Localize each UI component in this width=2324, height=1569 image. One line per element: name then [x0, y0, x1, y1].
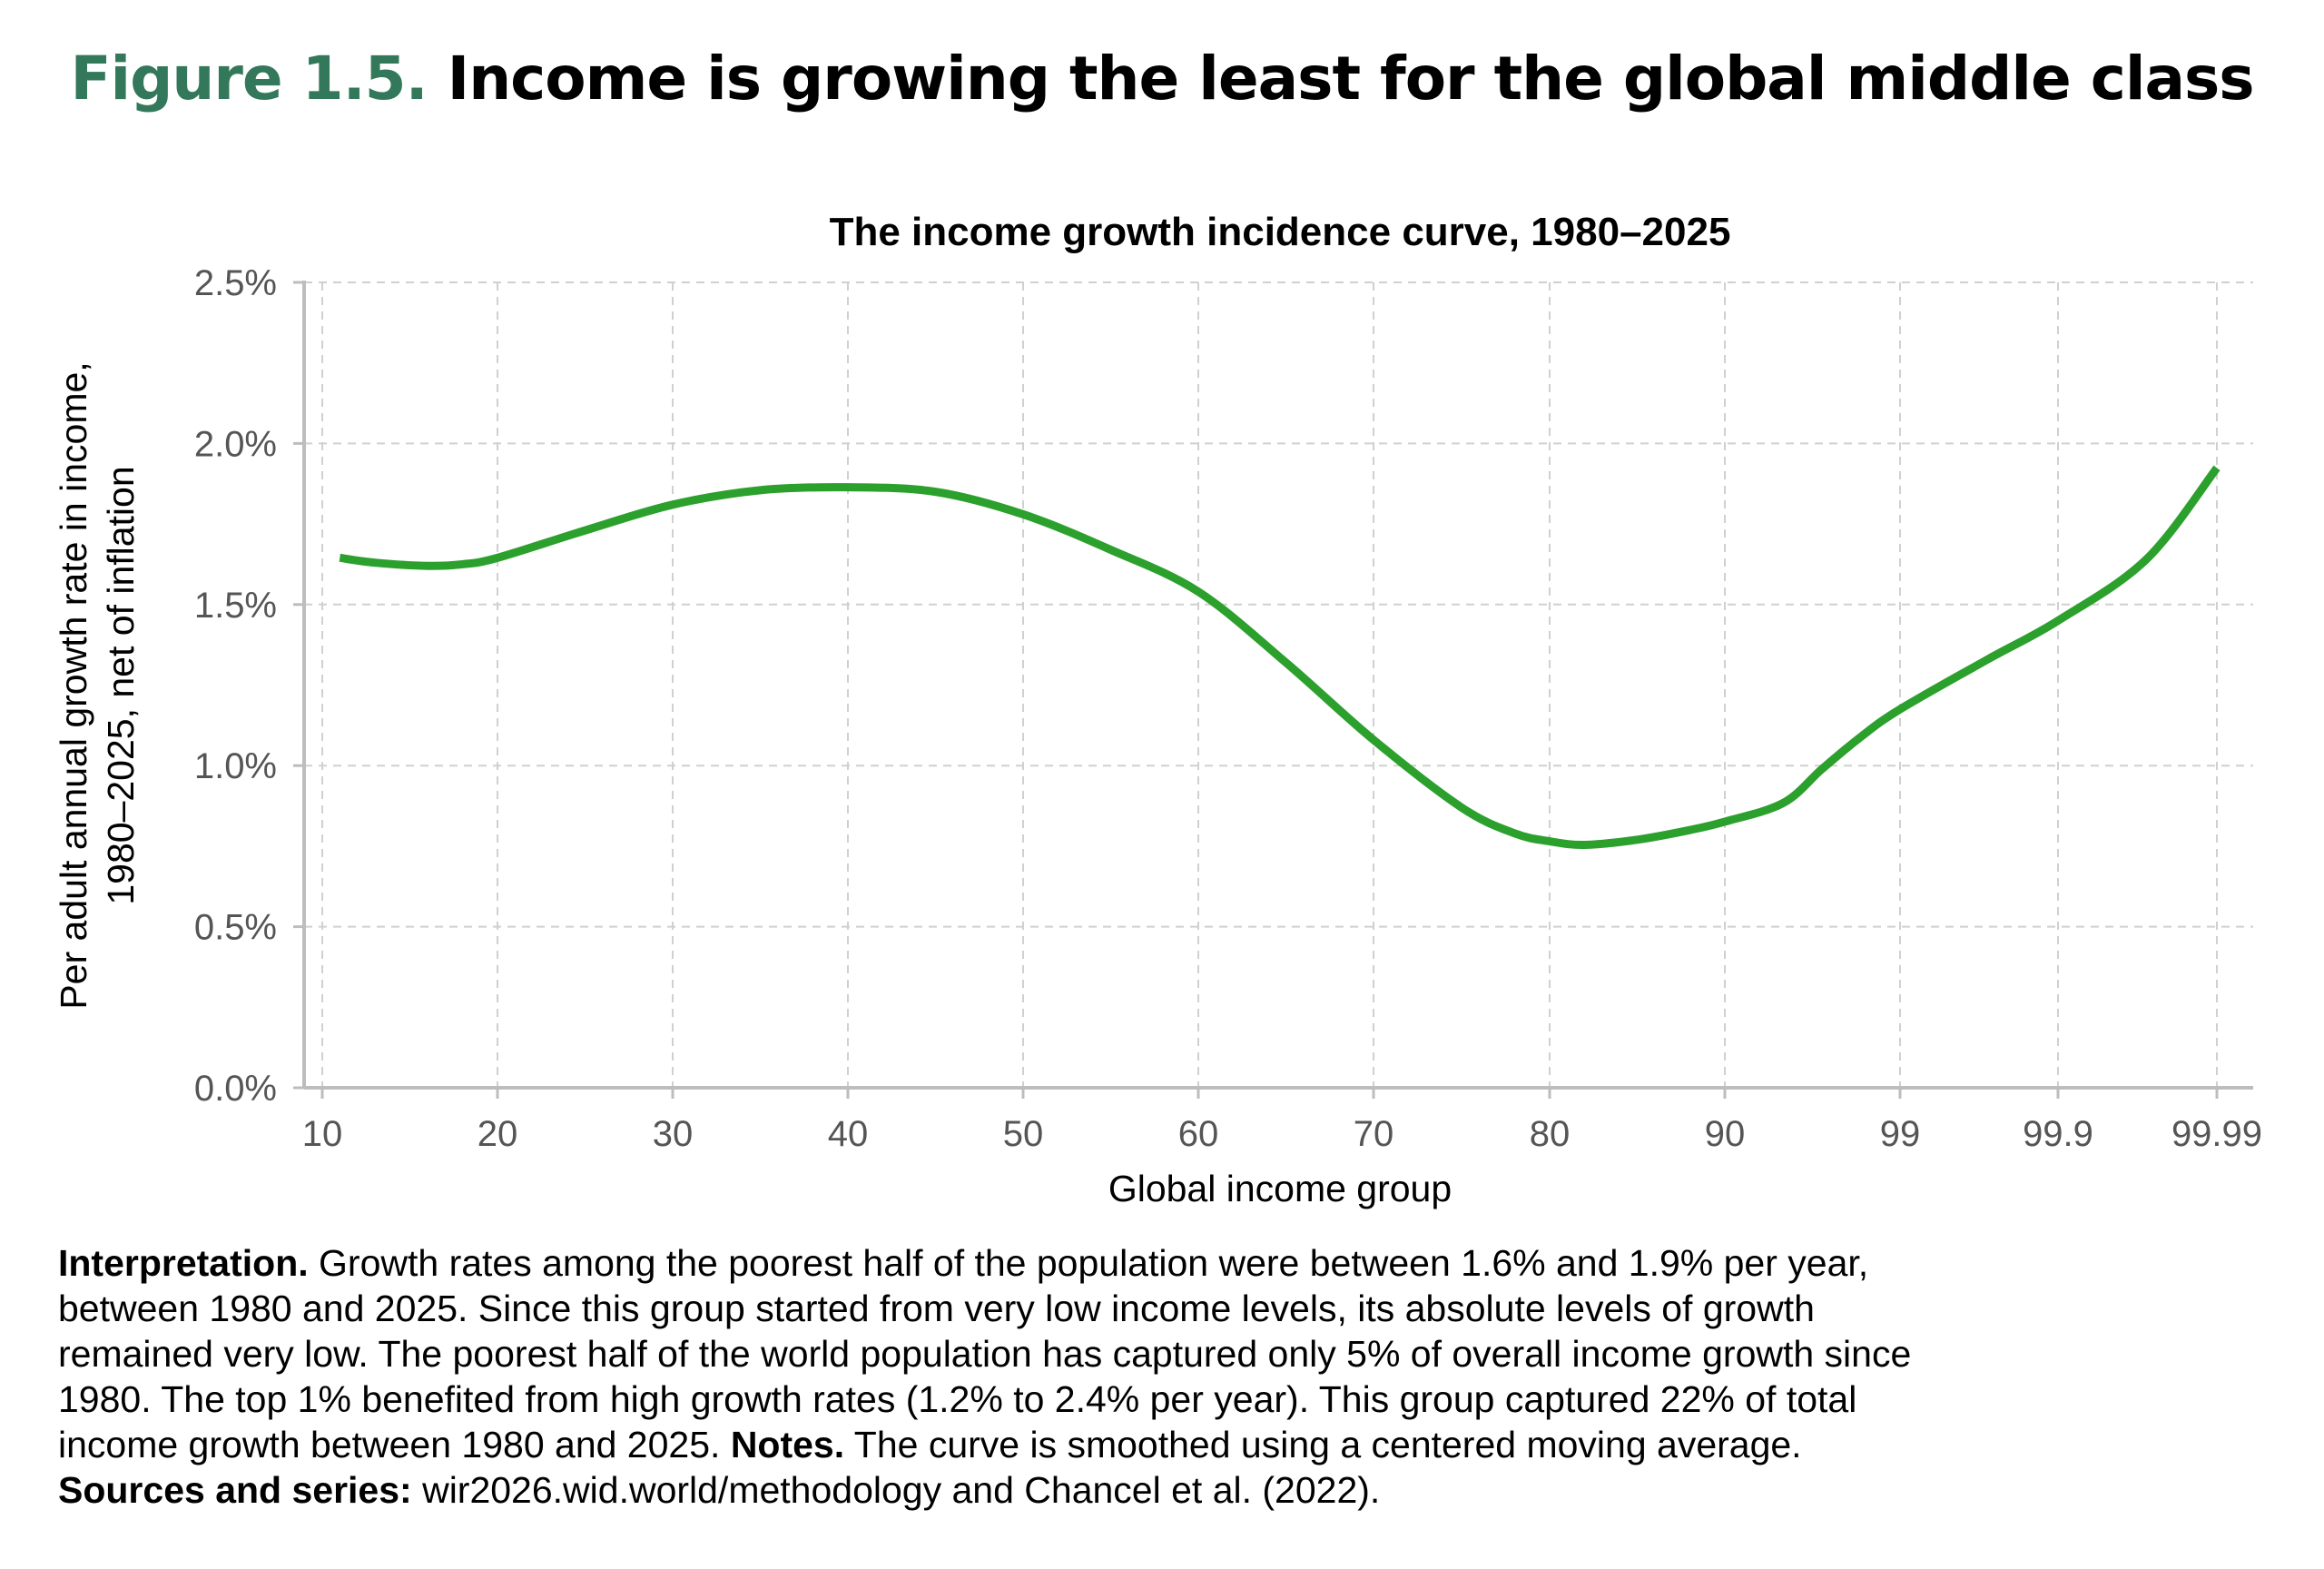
notes-label: Notes. [730, 1424, 845, 1465]
figure-number: Figure 1.5. [70, 44, 428, 113]
notes-text: Growth rates among the poorest half of t… [308, 1242, 1869, 1284]
notes-text: between 1980 and 2025. Since this group … [58, 1288, 1815, 1329]
notes-line: 1980. The top 1% benefited from high gro… [58, 1377, 1911, 1422]
chart-title: The income growth incidence curve, 1980–… [830, 210, 1731, 254]
x-tick-label: 99 [1880, 1114, 1921, 1154]
x-tick-label: 30 [653, 1114, 694, 1154]
y-tick-label: 0.0% [194, 1069, 277, 1109]
x-tick-label: 60 [1178, 1114, 1219, 1154]
x-tick-label: 99.9 [2023, 1114, 2093, 1154]
y-tick-label: 1.5% [194, 586, 277, 626]
x-tick-label: 90 [1705, 1114, 1746, 1154]
notes-line: between 1980 and 2025. Since this group … [58, 1286, 1911, 1331]
notes-label: Interpretation. [58, 1242, 309, 1284]
x-tick-label: 80 [1530, 1114, 1571, 1154]
notes-text: 1980. The top 1% benefited from high gro… [58, 1378, 1857, 1420]
x-tick-label: 10 [302, 1114, 343, 1154]
notes-text: The curve is smoothed using a centered m… [844, 1424, 1802, 1465]
notes-line: Interpretation. Growth rates among the p… [58, 1240, 1911, 1286]
notes-line: remained very low. The poorest half of t… [58, 1331, 1911, 1377]
notes-text: wir2026.wid.world/methodology and Chance… [411, 1469, 1381, 1511]
y-tick-label: 2.0% [194, 424, 277, 464]
y-tick-label: 1.0% [194, 746, 277, 786]
x-axis-label: Global income group [1108, 1168, 1452, 1209]
x-tick-label: 40 [828, 1114, 869, 1154]
x-tick-label: 20 [478, 1114, 518, 1154]
figure-notes: Interpretation. Growth rates among the p… [58, 1240, 1911, 1513]
y-axis-label: 1980–2025, net of inflation [100, 466, 142, 904]
notes-text: income growth between 1980 and 2025. [58, 1424, 731, 1465]
notes-line: income growth between 1980 and 2025. Not… [58, 1422, 1911, 1467]
x-tick-label: 50 [1003, 1114, 1044, 1154]
y-tick-label: 2.5% [194, 263, 277, 303]
figure-heading: Income is growing the least for the glob… [447, 44, 2255, 113]
y-axis-label: Per adult annual growth rate in income, [53, 361, 94, 1009]
x-tick-label: 99.99 [2171, 1114, 2262, 1154]
notes-text: remained very low. The poorest half of t… [58, 1333, 1912, 1375]
figure-title: Figure 1.5. Income is growing the least … [0, 44, 2324, 113]
y-tick-label: 0.5% [194, 908, 277, 948]
growth-curve-line [339, 465, 2221, 849]
notes-label: Sources and series: [58, 1469, 412, 1511]
notes-line: Sources and series: wir2026.wid.world/me… [58, 1467, 1911, 1513]
x-tick-label: 70 [1354, 1114, 1394, 1154]
